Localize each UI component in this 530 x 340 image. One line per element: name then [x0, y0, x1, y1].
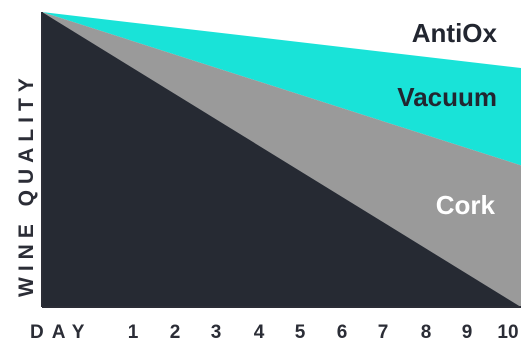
x-tick-label: 3 [211, 322, 222, 340]
x-tick-label: 5 [295, 322, 306, 340]
x-tick-label: 8 [421, 322, 432, 340]
x-tick-label: 2 [170, 322, 181, 340]
band-label-cork: Cork [436, 190, 496, 220]
x-tick-label: 4 [254, 322, 265, 340]
band-label-antiox: AntiOx [412, 18, 498, 48]
x-tick-label: 9 [462, 322, 473, 340]
x-tick-labels: 1 2 3 4 5 6 7 8 9 10 [128, 322, 519, 340]
x-axis-label: DAY [30, 322, 92, 340]
x-tick-label: 6 [337, 322, 348, 340]
x-tick-label: 1 [128, 322, 139, 340]
band-cork [42, 12, 521, 307]
x-tick-label: 10 [497, 322, 518, 340]
band-labels: AntiOx Vacuum Cork [397, 18, 497, 220]
x-tick-label: 7 [378, 322, 389, 340]
area-bands [42, 12, 521, 307]
y-axis-label: WINE QUALITY [15, 72, 38, 297]
band-label-vacuum: Vacuum [397, 82, 497, 112]
